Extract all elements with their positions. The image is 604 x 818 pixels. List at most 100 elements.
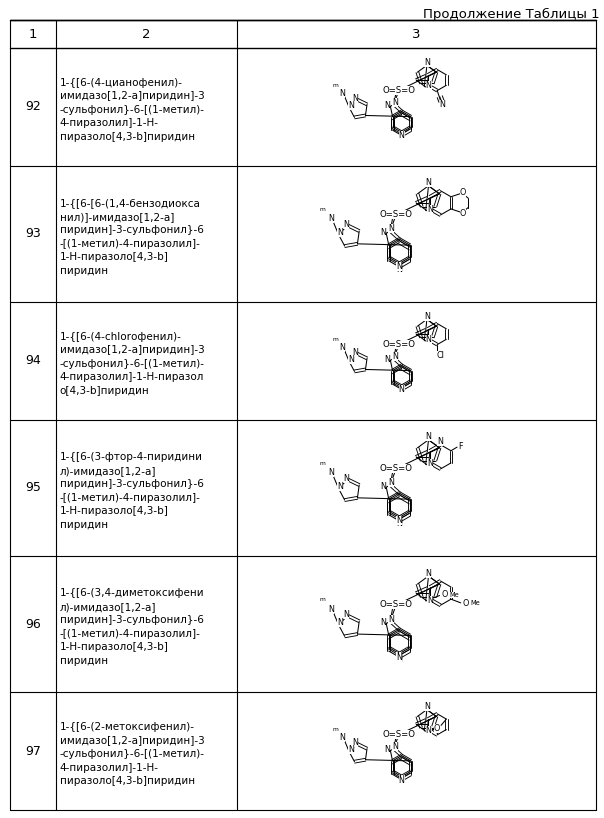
Text: N: N (337, 228, 343, 237)
Text: 4-пиразолил]-1-Н-: 4-пиразолил]-1-Н- (60, 119, 159, 128)
Text: N: N (424, 58, 430, 67)
Text: O=S=O: O=S=O (379, 210, 413, 219)
Text: N: N (388, 224, 394, 233)
Text: 1-{[6-(4-цианофенил)-: 1-{[6-(4-цианофенил)- (60, 78, 182, 88)
Text: O: O (460, 187, 466, 196)
Text: N: N (396, 262, 402, 271)
Text: о[4,3-b]пиридин: о[4,3-b]пиридин (60, 386, 149, 396)
Text: пиридин: пиридин (60, 656, 108, 666)
Text: N: N (426, 726, 432, 735)
Text: пиридин: пиридин (60, 519, 108, 529)
Text: O=S=O: O=S=O (382, 86, 416, 95)
Text: N: N (388, 479, 394, 488)
Text: N: N (339, 89, 345, 98)
Text: 1-{[6-(3-фтор-4-пиридини: 1-{[6-(3-фтор-4-пиридини (60, 452, 203, 462)
Text: 2: 2 (143, 28, 151, 41)
Text: 3: 3 (413, 28, 421, 41)
Text: N: N (399, 778, 405, 787)
Text: N: N (399, 385, 405, 394)
Text: N: N (348, 745, 354, 754)
Text: N: N (426, 335, 432, 344)
Text: m: m (332, 83, 338, 88)
Text: 1-{[6-(3,4-диметоксифени: 1-{[6-(3,4-диметоксифени (60, 588, 204, 598)
Text: N: N (399, 388, 405, 397)
Text: N: N (353, 739, 358, 748)
Text: O=S=O: O=S=O (379, 210, 413, 219)
Text: N: N (343, 220, 349, 229)
Text: N: N (353, 94, 358, 103)
Text: N: N (399, 131, 405, 140)
Text: 4-пиразолил]-1-Н-пиразол: 4-пиразолил]-1-Н-пиразол (60, 372, 204, 382)
Text: m: m (332, 727, 338, 732)
Text: 4-пиразолил]-1-Н-: 4-пиразолил]-1-Н- (60, 762, 159, 773)
Text: N: N (427, 205, 433, 214)
Text: N: N (328, 214, 334, 223)
Text: N: N (381, 618, 386, 627)
Text: -[(1-метил)-4-пиразолил]-: -[(1-метил)-4-пиразолил]- (60, 492, 201, 502)
Text: N: N (396, 263, 402, 272)
Text: 1-{[6-[6-(1,4-бензодиокса: 1-{[6-[6-(1,4-бензодиокса (60, 198, 201, 208)
Text: N: N (353, 348, 358, 357)
Text: нил)]-имидазо[1,2-а]: нил)]-имидазо[1,2-а] (60, 212, 174, 222)
Text: N: N (348, 101, 354, 110)
Text: O: O (434, 724, 440, 733)
Text: 94: 94 (25, 354, 40, 367)
Text: O=S=O: O=S=O (382, 339, 416, 348)
Text: имидазо[1,2-а]пиридин]-3: имидазо[1,2-а]пиридин]-3 (60, 345, 205, 355)
Text: 97: 97 (25, 744, 41, 757)
Text: N: N (396, 655, 402, 664)
Text: N: N (396, 519, 402, 528)
Text: пиридин]-3-сульфонил}-6: пиридин]-3-сульфонил}-6 (60, 615, 204, 625)
Text: N: N (388, 614, 394, 623)
Text: 93: 93 (25, 227, 40, 240)
Text: N: N (343, 474, 349, 483)
Text: N: N (427, 460, 433, 469)
Text: N: N (328, 605, 334, 614)
Text: Me: Me (471, 600, 480, 606)
Text: N: N (426, 82, 432, 91)
Text: m: m (320, 597, 326, 602)
Text: O=S=O: O=S=O (379, 465, 413, 474)
Text: 1-{[6-(2-метоксифенил)-: 1-{[6-(2-метоксифенил)- (60, 722, 194, 732)
Text: пиридин: пиридин (60, 266, 108, 276)
Text: O=S=O: O=S=O (382, 86, 416, 95)
Text: 96: 96 (25, 618, 40, 631)
Text: N: N (396, 653, 402, 662)
Text: N: N (426, 569, 431, 578)
Text: пиридин]-3-сульфонил}-6: пиридин]-3-сульфонил}-6 (60, 225, 204, 235)
Text: N: N (399, 133, 405, 142)
Text: O=S=O: O=S=O (379, 600, 413, 609)
Text: Cl: Cl (437, 351, 445, 360)
Text: N: N (426, 432, 431, 441)
Text: N: N (392, 352, 398, 361)
Text: -сульфонил}-6-[(1-метил)-: -сульфонил}-6-[(1-метил)- (60, 749, 205, 759)
Text: N: N (339, 733, 345, 742)
Text: N: N (396, 265, 402, 274)
Text: N: N (385, 355, 390, 364)
Text: пиразоло[4,3-b]пиридин: пиразоло[4,3-b]пиридин (60, 132, 195, 142)
Text: O=S=O: O=S=O (382, 730, 416, 739)
Text: пиридин]-3-сульфонил}-6: пиридин]-3-сульфонил}-6 (60, 479, 204, 489)
Text: N: N (392, 742, 398, 751)
Text: N: N (392, 98, 398, 107)
Text: O: O (463, 599, 469, 608)
Text: N: N (440, 100, 445, 109)
Text: N: N (424, 702, 430, 711)
Text: F: F (458, 442, 463, 451)
Text: имидазо[1,2-а]пиридин]-3: имидазо[1,2-а]пиридин]-3 (60, 735, 205, 745)
Text: m: m (320, 461, 326, 465)
Text: N: N (396, 516, 402, 525)
Text: N: N (343, 610, 349, 619)
Text: имидазо[1,2-а]пиридин]-3: имидазо[1,2-а]пиридин]-3 (60, 92, 205, 101)
Text: N: N (427, 596, 433, 605)
Text: 95: 95 (25, 481, 41, 494)
Text: N: N (348, 355, 354, 364)
Text: N: N (337, 618, 343, 627)
Text: N: N (396, 652, 402, 661)
Text: -сульфонил}-6-[(1-метил)-: -сульфонил}-6-[(1-метил)- (60, 105, 205, 115)
Text: N: N (339, 343, 345, 352)
Text: N: N (396, 516, 402, 525)
Text: 92: 92 (25, 101, 40, 114)
Text: O=S=O: O=S=O (382, 339, 416, 348)
Text: O=S=O: O=S=O (379, 600, 413, 609)
